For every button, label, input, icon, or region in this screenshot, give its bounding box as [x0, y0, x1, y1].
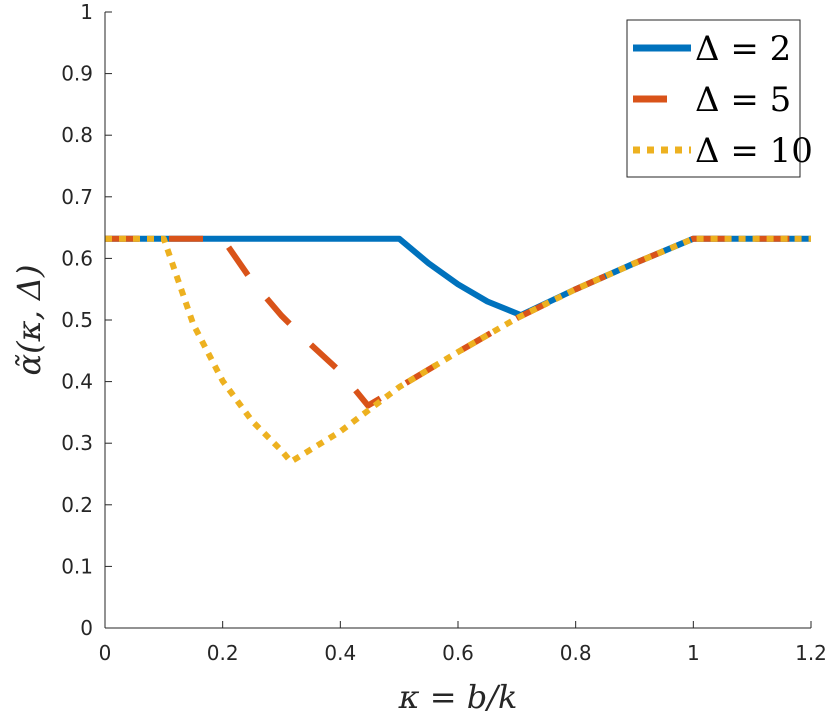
x-tick-label: 1 — [687, 641, 700, 665]
x-tick-label: 0 — [99, 641, 112, 665]
x-axis-label: κ = b/k — [398, 678, 518, 716]
x-tick-label: 0.4 — [324, 641, 356, 665]
y-tick-label: 0.6 — [61, 246, 93, 270]
x-tick-label: 0.6 — [442, 641, 474, 665]
plot-lines — [105, 235, 811, 465]
series-line-3 — [105, 235, 811, 465]
series-line-1 — [105, 235, 811, 319]
y-tick-label: 0.8 — [61, 123, 93, 147]
y-tick-label: 0.2 — [61, 493, 93, 517]
legend-label-3: Δ = 10 — [695, 131, 813, 171]
legend-label-2: Δ = 5 — [695, 80, 791, 120]
y-tick-label: 0.9 — [61, 62, 93, 86]
legend-label-1: Δ = 2 — [695, 29, 791, 69]
y-tick-label: 0.4 — [61, 370, 93, 394]
legend: Δ = 2 Δ = 5 Δ = 10 — [626, 19, 813, 178]
y-tick-label: 0.3 — [61, 431, 93, 455]
y-tick-label: 0.5 — [61, 308, 93, 332]
y-tick-label: 0.7 — [61, 185, 93, 209]
series-line-2 — [105, 235, 811, 409]
x-tick-label: 0.8 — [560, 641, 592, 665]
y-tick-label: 1 — [80, 0, 93, 24]
ticks: 0 0.2 0.4 0.6 0.8 1 1.2 0 0.1 0.2 0.3 0.4 0.5 0.6 0.7 0… — [61, 0, 827, 665]
y-tick-label: 0.1 — [61, 554, 93, 578]
y-tick-label: 0 — [80, 616, 93, 640]
x-tick-label: 1.2 — [795, 641, 827, 665]
y-axis-label: α̃(κ, Δ) — [10, 264, 48, 375]
x-tick-label: 0.2 — [207, 641, 239, 665]
